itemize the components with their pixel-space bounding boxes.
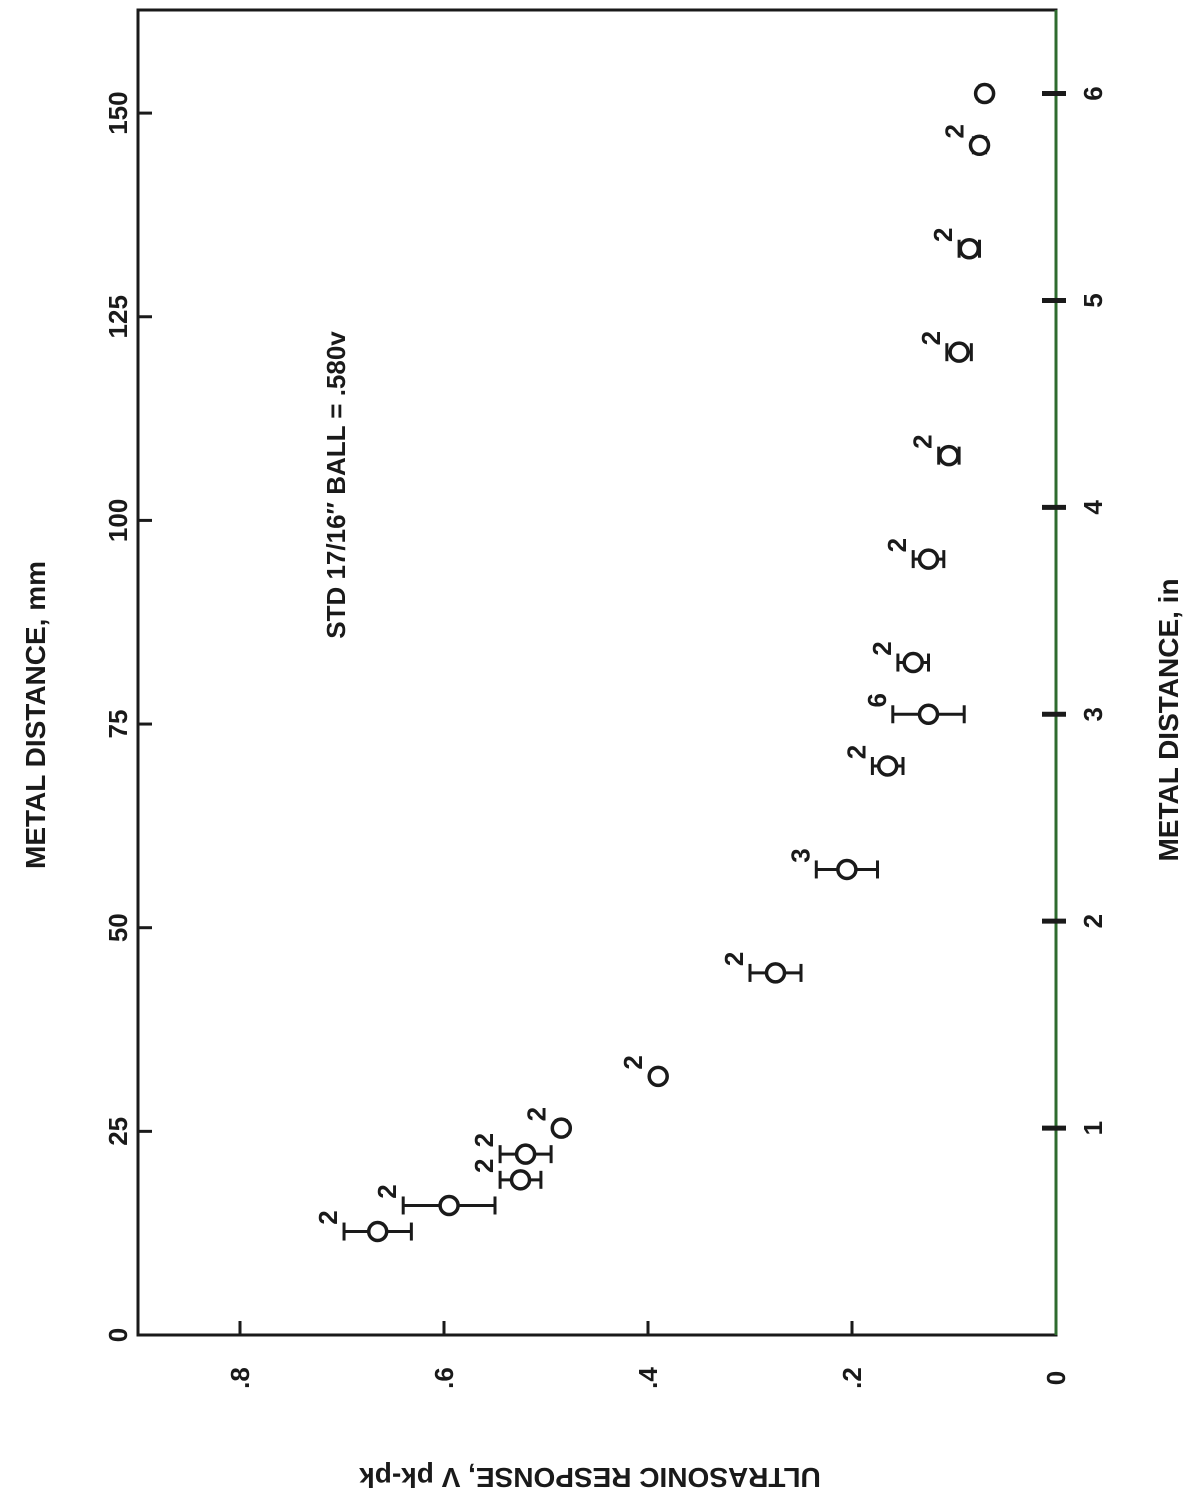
in-tick-label: 5 [1078,293,1108,307]
data-point [438,1194,460,1217]
replicate-count-label: 2 [867,641,897,655]
data-point [948,341,970,363]
data-point [764,962,787,984]
data-point [366,1220,389,1243]
response-tick-label: .8 [225,1367,255,1389]
data-point [973,82,996,105]
x-axis-title-mm: METAL DISTANCE, mm [20,561,51,869]
replicate-count-label: 2 [916,331,946,345]
in-axis: 1 2 3 4 5 6 [1042,86,1108,1135]
mm-tick-label: 75 [103,710,133,739]
replicate-count-label: 2 [841,745,871,759]
plot-frame [136,8,1058,1337]
mm-axis: 0 25 50 75 100 125 150 [103,91,152,1342]
response-tick-label: .2 [837,1367,867,1389]
replicate-count-label: 3 [785,848,815,862]
replicate-count-label: 2 [928,227,958,241]
replicate-count-label: 2 [618,1055,648,1069]
replicate-count-label: 2 [882,538,912,552]
data-point [917,703,940,726]
replicate-count-label: 2 [313,1210,343,1224]
data-point [917,548,940,570]
replicate-count-label: 2 [908,434,938,448]
mm-tick-label: 150 [103,91,133,134]
replicate-count-label: 2 [521,1107,551,1121]
data-point [647,1065,669,1088]
data-point [938,444,960,467]
mm-tick-label: 50 [103,913,133,942]
response-tick-label: .4 [633,1367,663,1389]
mm-tick-label: 125 [103,295,133,338]
data-point [902,651,924,674]
replicate-count-label: 2 [469,1133,499,1147]
x-axis-title-in: METAL DISTANCE, in [1153,578,1184,861]
std-ball-annotation: STD 17/16″ BALL = .580v [321,331,351,639]
response-axis: 0 .2 .4 .6 .8 [225,1321,1071,1389]
replicate-count-label: 2 [940,124,970,138]
data-point [876,755,899,777]
data-point [958,237,981,260]
replicate-count-label: 2 [719,952,749,966]
replicate-count-label: 6 [862,693,892,707]
data-point [968,134,991,157]
data-point [550,1117,573,1139]
y-axis-title: ULTRASONIC RESPONSE, V pk-pk [359,1462,821,1490]
data-points: 2 2 2 2 2 2 2 3 2 6 2 2 2 2 2 2 [313,82,996,1243]
response-tick-label: .6 [429,1367,459,1389]
mm-tick-label: 100 [103,499,133,542]
data-point [836,858,858,881]
mm-tick-label: 0 [103,1328,133,1342]
data-point [514,1143,537,1165]
data-point [509,1169,532,1191]
replicate-count-label: 2 [372,1184,402,1198]
in-tick-label: 3 [1078,707,1108,721]
mm-tick-label: 25 [103,1117,133,1146]
in-tick-label: 2 [1078,914,1108,928]
in-tick-label: 4 [1078,500,1108,515]
in-tick-label: 1 [1078,1121,1108,1135]
response-tick-label: 0 [1041,1371,1071,1385]
in-tick-label: 6 [1078,86,1108,100]
replicate-count-label: 2 [469,1159,499,1173]
